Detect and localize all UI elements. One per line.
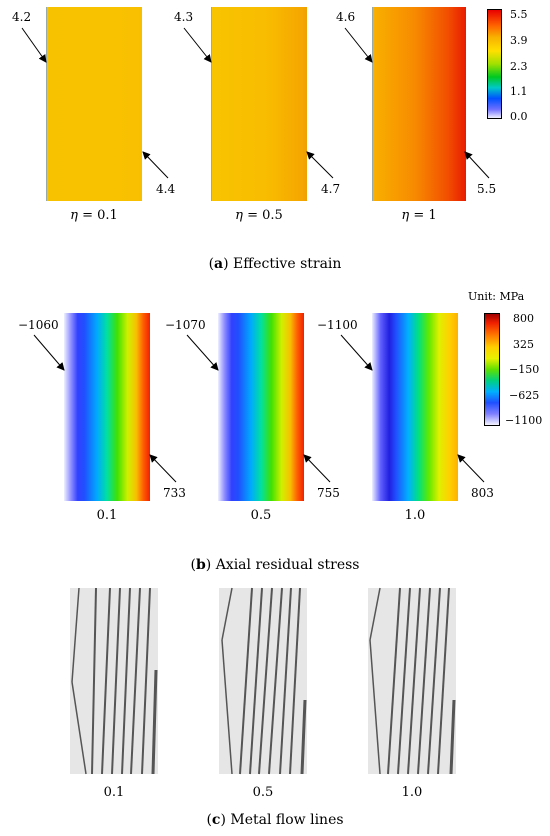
stress-panel-1-left-arrow bbox=[34, 335, 64, 370]
stress-panel-3-right-arrow bbox=[458, 455, 484, 482]
flow-panel-3-lines bbox=[370, 588, 454, 774]
flow-panel-1-lines bbox=[72, 588, 156, 774]
strain-panel-1-left-arrow bbox=[22, 28, 46, 62]
stress-panel-2-right-arrow bbox=[304, 455, 330, 482]
strain-panel-1-right-arrow bbox=[143, 152, 168, 178]
strain-panel-2-right-arrow bbox=[307, 152, 333, 178]
strain-panel-3-right-arrow bbox=[465, 152, 489, 178]
strain-panel-2-left-arrow bbox=[184, 28, 211, 62]
stress-panel-1-right-arrow bbox=[150, 455, 176, 482]
stress-panel-3-left-arrow bbox=[341, 335, 372, 370]
flow-panel-2-lines bbox=[222, 588, 305, 774]
strain-panel-3-left-arrow bbox=[345, 28, 372, 62]
stress-panel-2-left-arrow bbox=[187, 335, 218, 370]
